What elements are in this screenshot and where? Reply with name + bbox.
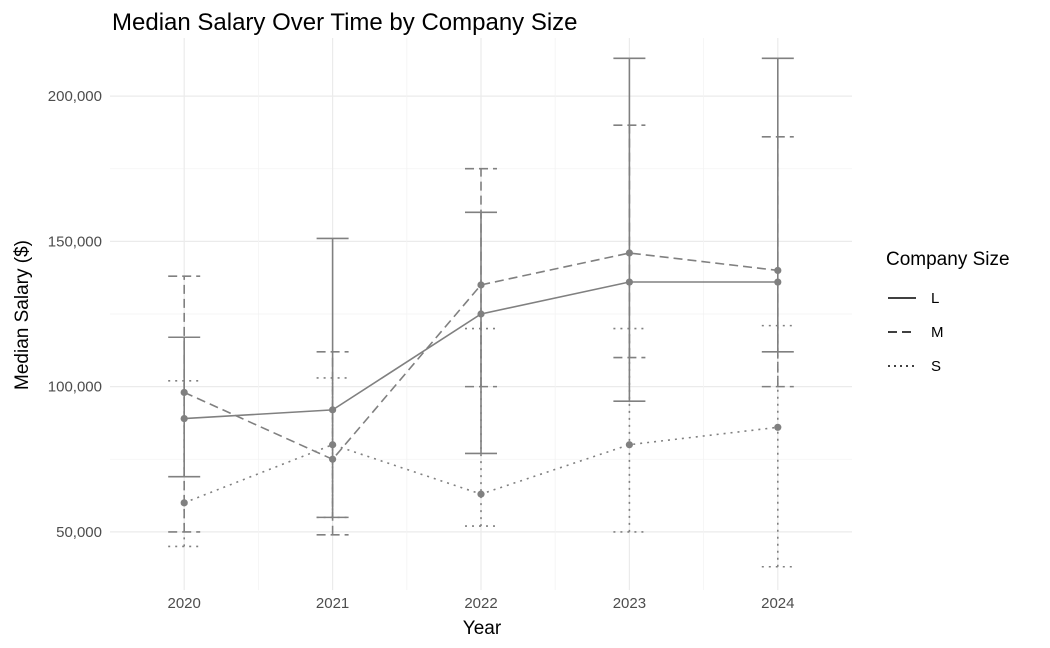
y-tick-label: 200,000 xyxy=(48,88,102,105)
x-tick-label: 2022 xyxy=(464,595,497,612)
x-tick-label: 2020 xyxy=(168,595,201,612)
data-point xyxy=(477,490,485,498)
data-point xyxy=(180,414,188,423)
data-point xyxy=(477,310,485,318)
error-bar xyxy=(613,327,646,533)
error-bar xyxy=(613,124,646,359)
data-point xyxy=(774,266,782,275)
error-bar xyxy=(465,327,497,527)
error-bar xyxy=(168,380,201,548)
data-point xyxy=(329,455,337,463)
legend-label: M xyxy=(931,324,944,341)
data-point xyxy=(329,441,337,449)
chart-title: Median Salary Over Time by Company Size xyxy=(112,9,578,36)
series-line-M xyxy=(183,252,778,461)
error-bar xyxy=(465,211,497,455)
legend-label: S xyxy=(931,358,941,375)
x-axis-title: Year xyxy=(463,618,502,639)
data-points xyxy=(180,249,782,507)
error-bars xyxy=(168,57,794,568)
data-point xyxy=(625,278,634,286)
y-tick-label: 100,000 xyxy=(48,379,102,396)
data-point xyxy=(477,281,485,289)
error-bar xyxy=(761,135,794,388)
data-point xyxy=(180,499,188,507)
data-point xyxy=(774,423,782,431)
error-bar xyxy=(316,377,349,519)
y-tick-label: 50,000 xyxy=(56,524,102,541)
error-bar xyxy=(761,324,794,568)
data-point xyxy=(180,388,188,397)
x-tick-label: 2024 xyxy=(761,595,794,612)
y-tick-label: 150,000 xyxy=(48,233,102,250)
data-point xyxy=(625,249,634,257)
y-axis-ticks: 50,000 100,000 150,000 200,000 xyxy=(48,88,102,541)
data-point xyxy=(625,441,634,449)
x-tick-label: 2023 xyxy=(613,595,646,612)
x-axis-ticks: 2020 2021 2022 2023 2024 xyxy=(168,595,795,612)
data-point xyxy=(774,278,782,286)
legend: Company Size LMS xyxy=(886,249,1010,375)
legend-label: L xyxy=(931,290,939,307)
legend-title: Company Size xyxy=(886,249,1010,270)
y-axis-title: Median Salary ($) xyxy=(12,240,33,390)
data-point xyxy=(329,406,337,414)
x-tick-label: 2021 xyxy=(316,595,349,612)
